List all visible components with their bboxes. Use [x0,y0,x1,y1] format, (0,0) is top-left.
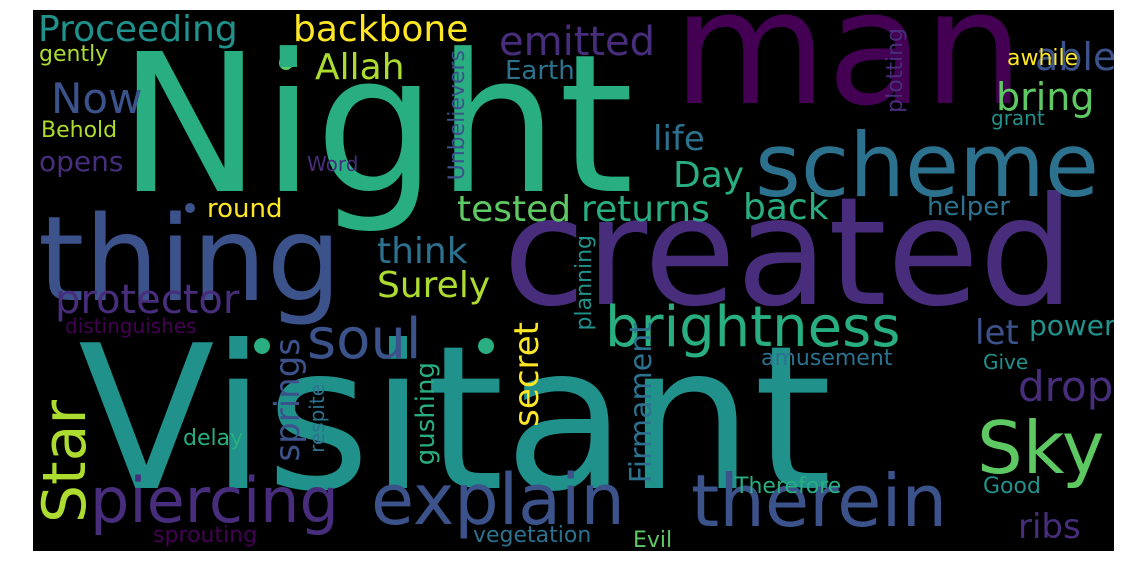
word-think: think [377,231,468,272]
dot [254,338,270,354]
word-firmament: Firmament [624,322,659,484]
word-ribs: ribs [1018,507,1081,547]
word-planning: planning [572,235,597,331]
word-unbelievers: Unbelievers [445,50,470,181]
word-behold: Behold [41,118,118,143]
word-grant: grant [991,106,1045,130]
word-power: power [1029,309,1114,342]
word-earth: Earth [505,56,575,86]
word-therefore: Therefore [735,474,842,499]
word-cloud: man Night created thing Visitant scheme … [33,10,1114,551]
word-round: round [207,194,283,224]
word-respite: respite [305,384,329,453]
word-explain: explain [371,459,625,541]
word-piercing: piercing [90,464,339,537]
word-day: Day [673,155,745,196]
word-secret: secret [507,322,547,427]
word-therein: therein [691,459,948,543]
word-sky: Sky [977,406,1105,490]
word-soul: soul [307,307,422,372]
word-amusement: amusement [761,346,893,371]
word-distinguishes: distinguishes [65,314,197,338]
word-back: back [743,187,829,228]
word-good: Good [983,474,1041,499]
word-evil: Evil [633,528,673,552]
word-created: created [503,166,1075,340]
word-visitant: Visitant [78,303,832,536]
word-bring: bring [996,75,1095,119]
word-delay: delay [183,426,244,451]
word-man: man [673,10,1024,141]
word-emitted: emitted [499,19,656,65]
dot [279,56,293,70]
word-drop: drop [1018,362,1114,411]
word-gushing: gushing [411,362,441,466]
word-life: life [653,119,705,159]
word-awhile: awhile [1007,46,1079,71]
word-word: Word [307,152,359,176]
word-star: Star [33,400,100,524]
word-gently: gently [39,42,109,67]
dot [185,203,195,213]
word-able: able [1035,35,1114,79]
word-helper: helper [927,192,1010,222]
word-returns: returns [581,189,710,230]
word-opens: opens [39,145,124,178]
word-sprouting: sprouting [153,523,258,548]
word-proceeding: Proceeding [38,10,238,50]
word-give: Give [983,350,1029,374]
word-tested: tested [457,189,572,230]
word-night: Night [118,14,634,237]
word-vegetation: vegetation [473,523,592,548]
word-now: Now [51,74,143,123]
word-plotting: plotting [883,28,908,113]
word-protector: protector [55,277,240,323]
word-scheme: scheme [755,114,1100,217]
word-surely: Surely [377,265,491,306]
word-thing: thing [38,190,342,328]
word-backbone: backbone [293,10,469,50]
word-let: let [975,313,1019,353]
word-allah: Allah [315,47,405,88]
word-springs: springs [268,338,308,462]
dot [478,338,494,354]
word-brightness: brightness [605,295,901,360]
